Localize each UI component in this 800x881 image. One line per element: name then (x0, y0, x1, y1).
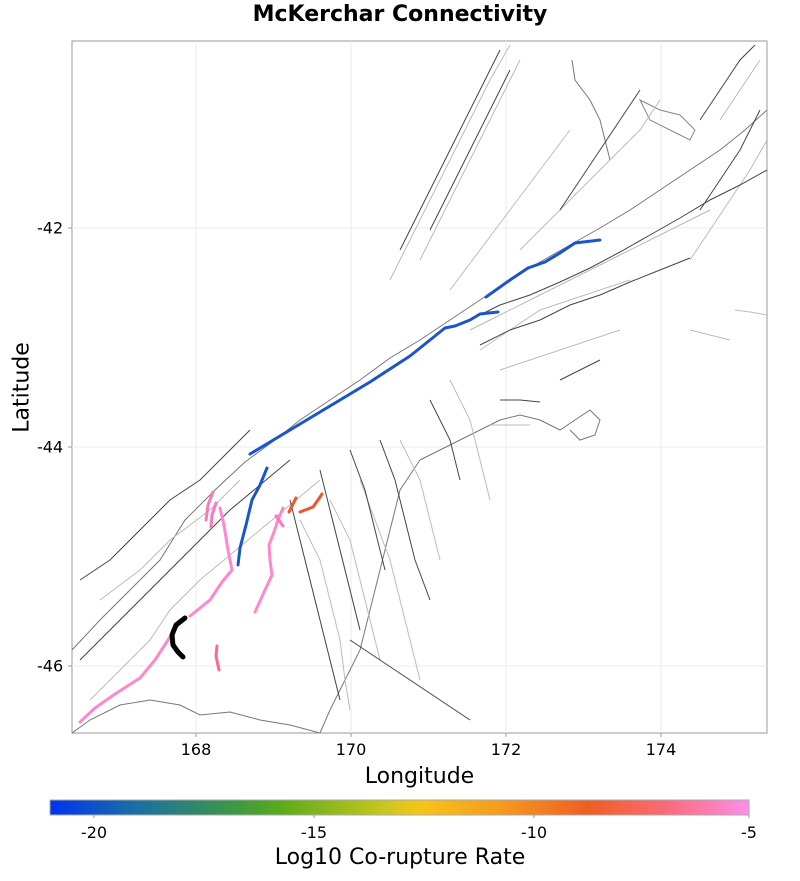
y-tick-neg46: -46 (37, 656, 64, 676)
colorbar-tick-neg20: -20 (80, 823, 108, 842)
colorbar-ticks (93, 815, 750, 818)
fault-pink-5 (253, 506, 285, 614)
fault-pink-4 (209, 501, 218, 529)
fault-red-pink (214, 644, 221, 672)
fault-network (89, 44, 767, 711)
axis-ticks (68, 227, 662, 737)
plot-frame (71, 40, 768, 734)
colorbar-tick-neg10: -10 (520, 823, 548, 842)
x-axis-label: Longitude (364, 764, 475, 789)
fault-pink-2 (188, 506, 234, 618)
fault-pink-6 (274, 514, 285, 528)
fault-mckerchar-black (169, 615, 188, 660)
fault-orange-1 (287, 496, 298, 514)
fault-pink-3 (204, 490, 215, 522)
fault-alpine-blue (248, 310, 500, 456)
chart-title: McKerchar Connectivity (252, 2, 548, 27)
colorbar (49, 799, 750, 816)
y-tick-neg44: -44 (37, 437, 64, 457)
colorbar-label: Log10 Co-rupture Rate (274, 845, 526, 870)
y-axis-label: Latitude (9, 342, 35, 433)
x-tick-172: 172 (490, 740, 522, 759)
x-tick-168: 168 (180, 740, 212, 759)
fault-hope-blue (484, 238, 602, 299)
fault-traces (79, 44, 767, 721)
y-tick-neg42: -42 (37, 218, 64, 238)
colorbar-tick-neg15: -15 (300, 823, 328, 842)
fault-orange-2 (298, 492, 324, 514)
fault-central-blue (236, 466, 269, 567)
coastline (72, 59, 767, 733)
highlighted-faults (78, 238, 602, 724)
x-tick-170: 170 (335, 740, 367, 759)
fault-southern-pink (78, 623, 180, 724)
gridlines (72, 41, 767, 733)
colorbar-tick-neg5: -5 (741, 823, 757, 842)
x-tick-174: 174 (645, 740, 677, 759)
